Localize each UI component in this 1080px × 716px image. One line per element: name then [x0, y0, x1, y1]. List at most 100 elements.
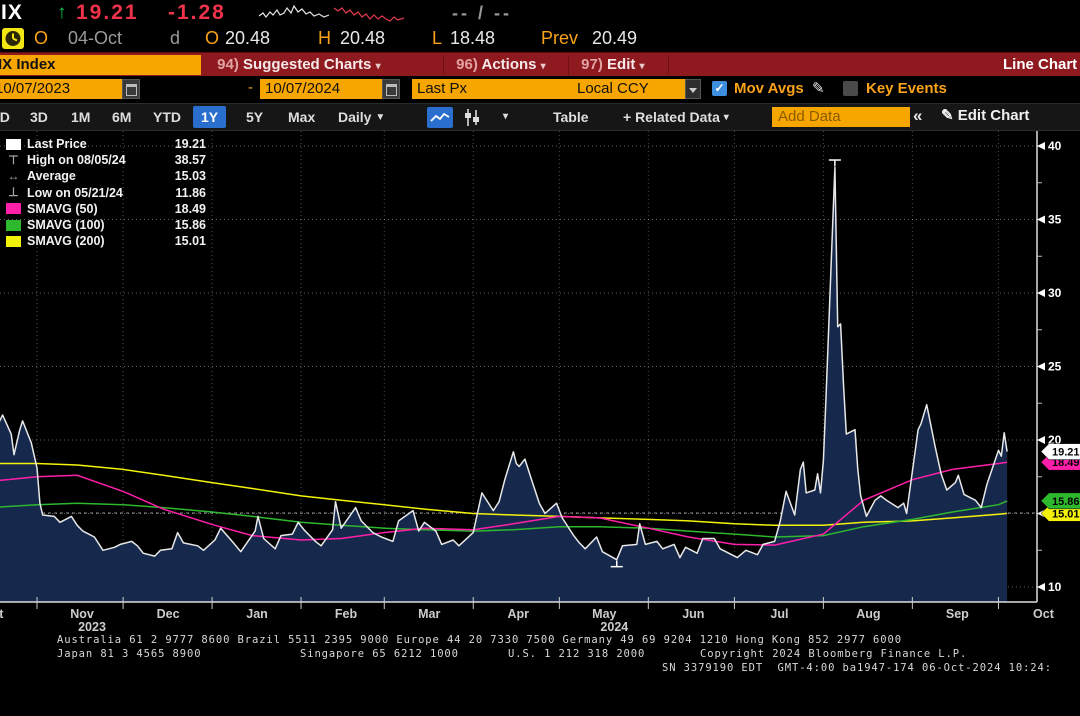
range-1m-button[interactable]: 1M	[71, 109, 91, 125]
mov-avgs-label[interactable]: Mov Avgs	[734, 80, 804, 97]
intraday-sparkline-red	[333, 7, 405, 22]
caret-down-icon: ▼	[375, 112, 386, 123]
svg-text:Aug: Aug	[856, 607, 880, 621]
chart-region[interactable]: 10152025303540OctNov2023DecJanFebMarAprM…	[0, 131, 1080, 632]
add-data-input[interactable]: Add Data	[772, 107, 910, 127]
table-button[interactable]: Table	[553, 109, 589, 125]
svg-text:Mar: Mar	[418, 607, 440, 621]
legend-average[interactable]: ↔ Average 15.03	[7, 168, 207, 184]
svg-text:2023: 2023	[78, 620, 106, 632]
session-frequency: d	[170, 28, 181, 48]
range-max-button[interactable]: Max	[288, 109, 316, 125]
svg-text:Jun: Jun	[682, 607, 704, 621]
quote-bar: VIX ↑ 19.21 -1.28 -- / --	[0, 0, 1080, 27]
bloomberg-terminal: { "header": { "ticker": "VIX", "up_arrow…	[0, 0, 1080, 675]
range-5y-button[interactable]: 5Y	[246, 109, 264, 125]
chart-controls: 10/07/2023 - 10/07/2024 Last Px Local CC…	[0, 76, 1080, 103]
range-1d-button[interactable]: 1D	[0, 109, 10, 125]
date-range-separator: -	[248, 79, 253, 96]
menu-divider	[668, 55, 669, 75]
currency-select[interactable]: Local CCY	[572, 79, 690, 99]
price-source-clock-icon[interactable]	[2, 28, 24, 49]
menu-suggested-charts[interactable]: 94) Suggested Charts ▾	[217, 56, 381, 73]
svg-text:18.49: 18.49	[1052, 457, 1080, 469]
collapse-panel-icon[interactable]: «	[913, 106, 923, 125]
svg-text:30: 30	[1048, 286, 1062, 300]
svg-text:15.01: 15.01	[1052, 508, 1080, 520]
chart-type-dropdown-icon[interactable]: ▾	[503, 111, 509, 122]
related-data-button[interactable]: + Related Data ▾	[623, 109, 729, 125]
session-o-label: O	[34, 28, 49, 48]
low-value: 18.48	[450, 28, 496, 48]
high-value: 20.48	[340, 28, 386, 48]
legend-smavg200[interactable]: SMAVG (200) 15.01	[6, 233, 206, 249]
svg-text:Jan: Jan	[246, 607, 268, 621]
open-value: 20.48	[225, 28, 271, 48]
prev-label: Prev	[541, 28, 579, 48]
high-label: H	[318, 28, 331, 48]
svg-text:Apr: Apr	[507, 607, 529, 621]
chevron-down-icon: ▾	[639, 61, 645, 72]
legend-smavg100[interactable]: SMAVG (100) 15.86	[6, 217, 206, 233]
svg-text:Jul: Jul	[770, 607, 788, 621]
chevron-down-icon: ▾	[375, 61, 381, 72]
footer-copyright: Copyright 2024 Bloomberg Finance L.P.	[700, 648, 968, 660]
date-to-input[interactable]: 10/07/2024	[260, 79, 388, 99]
edit-mov-avgs-pencil-icon[interactable]: ✎	[812, 80, 825, 97]
svg-text:15.86: 15.86	[1052, 496, 1080, 508]
high-marker-icon: ⊤	[8, 152, 19, 167]
terminal-footer: Australia 61 2 9777 8600 Brazil 5511 239…	[0, 632, 1080, 675]
footer-japan: Japan 81 3 4565 8900	[57, 648, 202, 660]
currency-dropdown-icon[interactable]	[685, 79, 701, 99]
period-select[interactable]: Daily ▼	[338, 109, 386, 125]
intraday-sparkline-white	[258, 4, 330, 18]
chart-legend: Last Price 19.21 ⊤ High on 08/05/24 38.5…	[6, 136, 206, 249]
key-events-checkbox[interactable]	[843, 81, 858, 96]
legend-smavg50[interactable]: SMAVG (50) 18.49	[6, 201, 206, 217]
average-marker-icon: ↔	[7, 168, 20, 183]
range-ytd-button[interactable]: YTD	[153, 109, 181, 125]
range-1y-button[interactable]: 1Y	[193, 106, 227, 128]
footer-us: U.S. 1 212 318 2000	[508, 648, 646, 660]
smavg200-swatch	[6, 235, 21, 247]
line-chart-type-button[interactable]	[427, 107, 453, 128]
chart-toolbar: 1D 3D 1M 6M YTD 1Y 5Y Max Daily ▼ ▾ Tabl…	[0, 103, 1080, 131]
svg-text:May: May	[592, 607, 616, 621]
price-type-select[interactable]: Last Px	[412, 79, 572, 99]
menu-actions[interactable]: 96) Actions ▾	[456, 56, 546, 73]
menu-edit[interactable]: 97) Edit ▾	[581, 56, 645, 73]
range-6m-button[interactable]: 6M	[112, 109, 132, 125]
legend-last-price[interactable]: Last Price 19.21	[6, 136, 206, 152]
price-change: -1.28	[168, 1, 226, 24]
low-marker-icon: ⊥	[8, 185, 19, 200]
calendar-icon[interactable]	[382, 79, 400, 99]
menu-bar: VIX Index 94) Suggested Charts ▾ 96) Act…	[0, 52, 1080, 77]
svg-text:Oct: Oct	[0, 607, 4, 621]
legend-low[interactable]: ⊥ Low on 05/21/24 11.86	[6, 185, 206, 201]
menu-divider	[443, 55, 444, 75]
calendar-icon[interactable]	[122, 79, 140, 99]
legend-high[interactable]: ⊤ High on 08/05/24 38.57	[6, 152, 206, 168]
prev-value: 20.49	[592, 28, 638, 48]
range-3d-button[interactable]: 3D	[30, 109, 48, 125]
svg-text:2024: 2024	[600, 620, 628, 632]
chart-type-label: Line Chart	[1003, 56, 1078, 73]
ticker-symbol: VIX	[0, 1, 23, 24]
edit-chart-button[interactable]: ✎ Edit Chart	[941, 107, 1030, 124]
date-from-input[interactable]: 10/07/2023	[0, 79, 128, 99]
low-label: L	[432, 28, 443, 48]
key-events-label[interactable]: Key Events	[866, 80, 947, 97]
footer-status-line: SN 3379190 EDT GMT-4:00 ba1947-174 06-Oc…	[662, 662, 1052, 674]
ohlc-bar: O 04-Oct d O 20.48 H 20.48 L 18.48 Prev …	[0, 27, 1080, 52]
svg-text:Sep: Sep	[946, 607, 969, 621]
mov-avgs-checkbox[interactable]: ✓	[712, 81, 727, 96]
svg-text:35: 35	[1048, 213, 1062, 227]
smavg100-swatch	[6, 219, 21, 231]
svg-text:40: 40	[1048, 139, 1062, 153]
security-field[interactable]: VIX Index	[0, 55, 201, 75]
svg-text:19.21: 19.21	[1052, 447, 1080, 459]
price-chart[interactable]: 10152025303540OctNov2023DecJanFebMarAprM…	[0, 131, 1080, 632]
candle-chart-type-button[interactable]	[458, 107, 484, 128]
last-price: 19.21	[76, 1, 139, 24]
last-price-swatch	[6, 138, 21, 150]
